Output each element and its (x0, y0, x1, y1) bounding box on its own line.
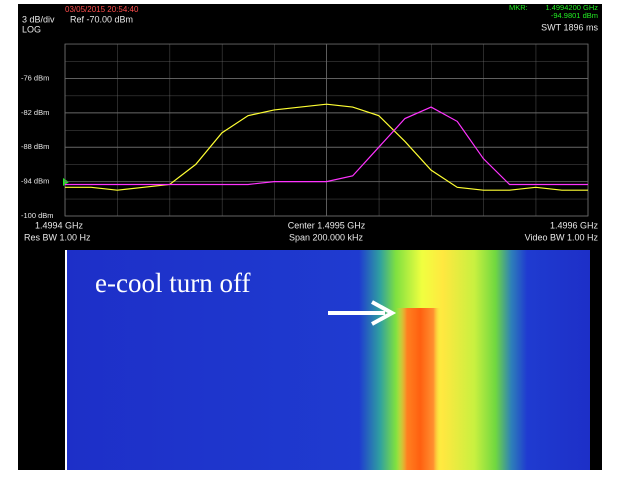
res-bw: Res BW 1.00 Hz (24, 232, 91, 242)
trace (65, 106, 588, 186)
trace (65, 103, 588, 191)
timestamp: 03/05/2015 20:54:40 (65, 5, 139, 14)
waterfall-core (396, 308, 440, 470)
y-tick-label: -100 dBm (21, 211, 54, 220)
marker-title: MKR: (509, 3, 528, 12)
video-bw: Video BW 1.00 Hz (525, 232, 599, 242)
arrow (328, 300, 397, 326)
scale-label: 3 dB/div (22, 14, 55, 24)
marker-level: -94.9801 dBm (551, 11, 598, 20)
y-tick-label: -76 dBm (21, 73, 49, 82)
y-tick-label: -88 dBm (21, 142, 49, 151)
y-tick-label: -82 dBm (21, 108, 49, 117)
scale-type: LOG (22, 24, 41, 34)
ref-label: Ref -70.00 dBm (70, 14, 133, 24)
x-tick-label: Center 1.4995 GHz (288, 220, 366, 230)
sweep-time: SWT 1896 ms (541, 22, 598, 32)
x-tick-label: 1.4996 GHz (550, 220, 599, 230)
span: Span 200.000 kHz (289, 232, 364, 242)
arrow-head (371, 300, 397, 326)
marker-freq: 1.4994200 GHz (545, 3, 598, 12)
x-tick-label: 1.4994 GHz (35, 220, 84, 230)
y-tick-label: -94 dBm (21, 177, 49, 186)
waterfall (65, 250, 590, 470)
waterfall-bg (65, 250, 590, 470)
annotation: e-cool turn off (95, 268, 250, 298)
